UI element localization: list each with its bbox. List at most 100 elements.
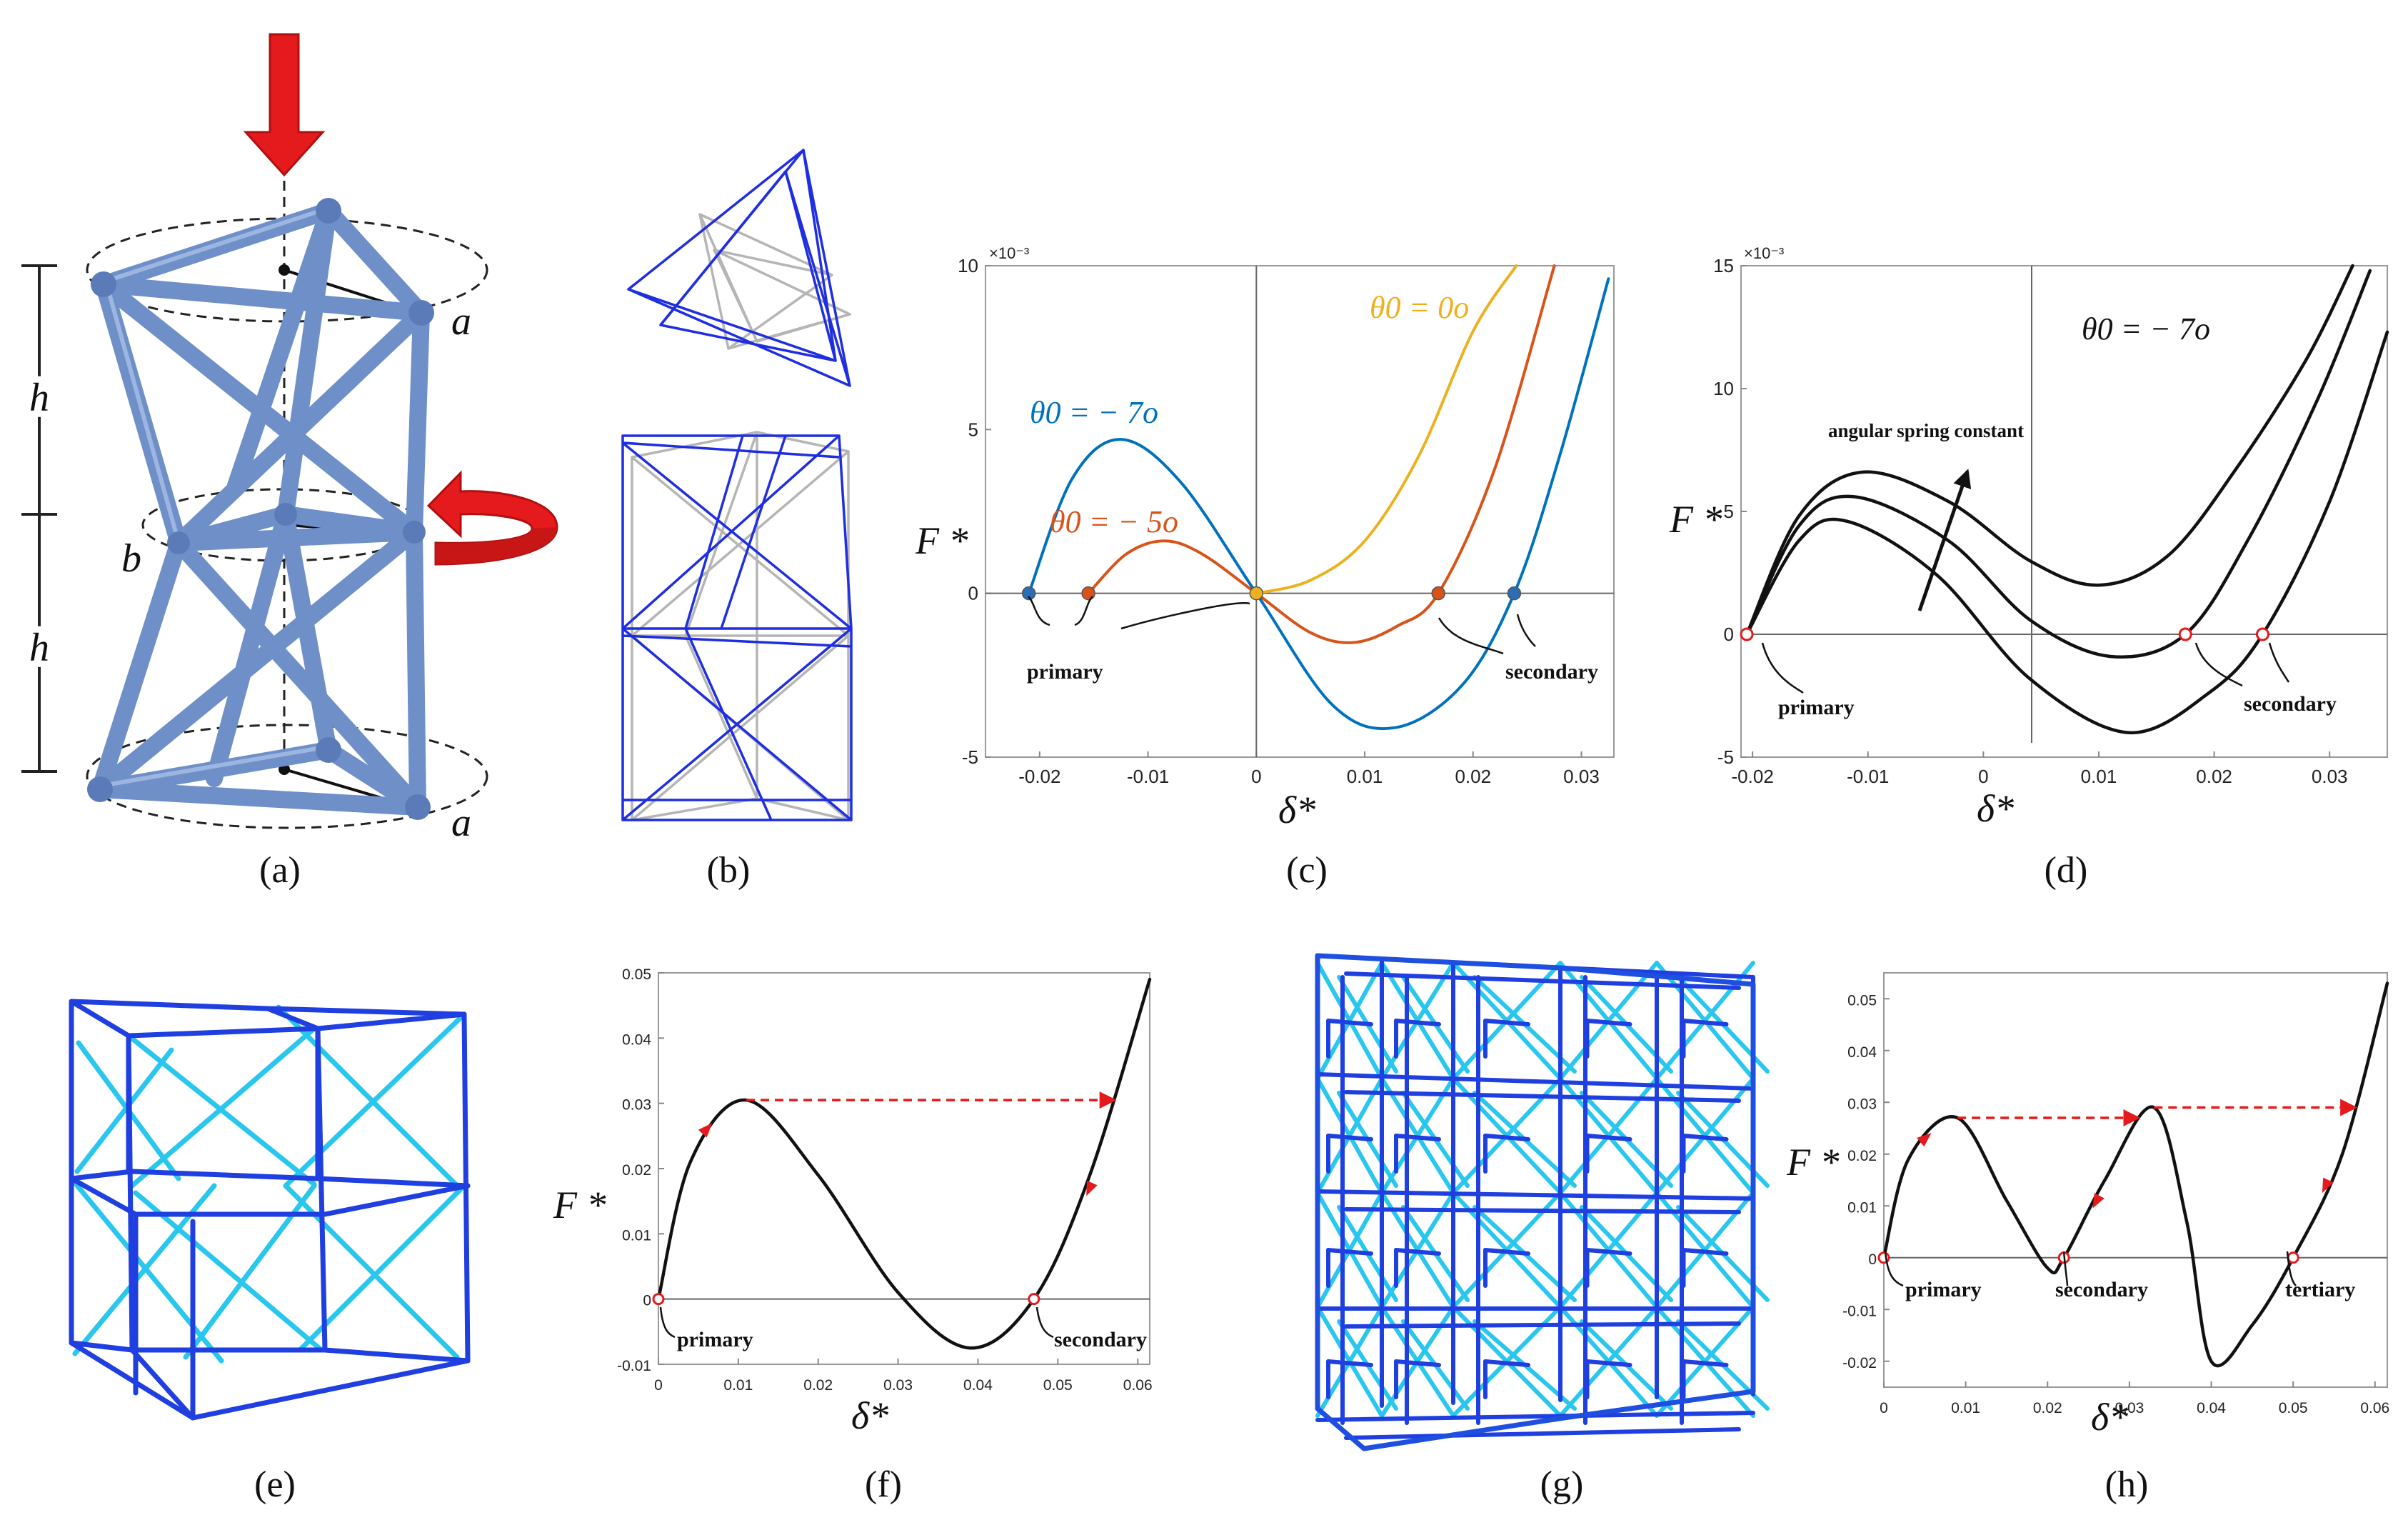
panel-a-lattice-cell: h h xyxy=(21,33,558,845)
tertiary-callout xyxy=(2286,1251,2297,1286)
annotation-secondary: secondary xyxy=(2055,1278,2148,1301)
y-tick-label: 10 xyxy=(958,255,978,276)
caption-d: (d) xyxy=(2045,850,2088,891)
panel-d-chart: ×10⁻³ -0.02 -0.01 0 0.01 0.02 0.03 -5 0 5 10 15 F … xyxy=(1669,244,2389,830)
side-view-reference xyxy=(631,431,850,821)
annotation-primary: primary xyxy=(677,1328,753,1351)
x-axis-label: δ* xyxy=(1977,787,2014,830)
x-axis-label: δ* xyxy=(2091,1396,2128,1439)
frame-strut xyxy=(1326,1019,1373,1026)
frame-strut xyxy=(1344,1207,1741,1214)
y-tick-label: 0.01 xyxy=(622,1227,651,1244)
top-view-deformed xyxy=(627,149,851,387)
y-exponent: ×10⁻³ xyxy=(1744,244,1784,262)
secondary-callout xyxy=(1438,614,1536,655)
y-tick-label: 0.01 xyxy=(1847,1199,1877,1216)
direction-arrow-icon xyxy=(2092,1193,2105,1209)
frame-strut xyxy=(1585,1019,1632,1026)
equilibrium-marker xyxy=(1249,586,1264,601)
series-label-7deg: θ0 = − 7o xyxy=(1030,395,1158,430)
label-a-top: a xyxy=(451,299,471,344)
series-line-0 xyxy=(1882,981,2389,1368)
annotation-primary: primary xyxy=(1778,696,1855,719)
panel-e-lattice xyxy=(69,999,471,1421)
x-tick-label: 0 xyxy=(1978,766,1988,787)
frame-strut xyxy=(1326,1134,1373,1141)
y-tick-label: 0 xyxy=(643,1293,651,1309)
y-tick-label: -0.01 xyxy=(1842,1303,1877,1319)
x-tick-label: 0.05 xyxy=(1043,1377,1073,1394)
x-tick-label: 0.01 xyxy=(1347,766,1383,787)
joints xyxy=(87,198,434,820)
direction-arrow-icon xyxy=(1086,1180,1098,1196)
x-tick-label: 0 xyxy=(654,1377,663,1394)
x-axis-label: δ* xyxy=(851,1394,888,1437)
label-h-lower: h xyxy=(29,626,49,670)
y-exponent: ×10⁻³ xyxy=(989,244,1029,262)
frame-strut xyxy=(1585,1248,1632,1256)
frame-strut xyxy=(1681,1359,1729,1367)
y-tick-label: 0.02 xyxy=(1847,1148,1877,1164)
x-tick-label: 0 xyxy=(1251,766,1261,787)
equilibrium-marker xyxy=(2178,627,2192,641)
secondary-callout xyxy=(1035,1306,1054,1339)
x-tick-label: -0.02 xyxy=(1732,766,1774,787)
rotation-arrow-icon xyxy=(426,470,558,566)
x-tick-label: -0.01 xyxy=(1847,766,1889,787)
series-label-0deg: θ0 = 0o xyxy=(1370,290,1469,325)
plot-frame xyxy=(1740,265,2388,758)
x-tick-label: 0.03 xyxy=(883,1377,913,1394)
y-tick-label: 0.03 xyxy=(622,1097,651,1114)
label-h-upper: h xyxy=(29,376,49,420)
caption-c: (c) xyxy=(1286,850,1328,891)
frame-strut xyxy=(1681,1134,1729,1141)
x-tick-label: 0.04 xyxy=(2197,1400,2226,1416)
frame-struts xyxy=(69,999,471,1421)
series-label-5deg: θ0 = − 5o xyxy=(1050,504,1178,539)
frame-strut xyxy=(1585,1359,1632,1367)
down-arrow-icon xyxy=(243,33,326,177)
x-tick-label: 0.03 xyxy=(2312,766,2348,787)
secondary-callout xyxy=(2194,642,2290,687)
equilibrium-marker xyxy=(1081,586,1095,601)
annotation-primary: primary xyxy=(1027,660,1103,684)
y-tick-label: 0.04 xyxy=(1847,1044,1877,1061)
y-tick-label: 0 xyxy=(968,583,978,604)
panel-f-chart: 0 0.01 0.02 0.03 0.04 0.05 0.06-0.0100.010.020… xyxy=(553,966,1153,1437)
panel-b-deformation xyxy=(621,149,853,821)
caption-g: (g) xyxy=(1540,1464,1584,1505)
x-tick-label: 0.01 xyxy=(2081,766,2117,787)
y-axis-label: F * xyxy=(915,519,968,562)
y-tick-label: -0.02 xyxy=(1842,1355,1877,1371)
frame-strut xyxy=(1483,1248,1530,1256)
frame-strut xyxy=(1344,971,1741,990)
label-b: b xyxy=(121,536,141,581)
x-tick-label: 0 xyxy=(1880,1400,1888,1416)
equilibrium-marker xyxy=(1740,627,1754,641)
frame-strut xyxy=(1394,1248,1441,1256)
outer-frame xyxy=(1315,953,1756,1451)
primary-callout xyxy=(1761,642,1804,694)
plot-frame xyxy=(1883,972,2388,1388)
x-tick-label: 0.04 xyxy=(963,1377,993,1394)
frame-strut xyxy=(1483,1019,1530,1026)
y-axis-label: F * xyxy=(1669,498,1722,541)
height-dimension xyxy=(21,264,57,773)
theta-label: θ0 = − 7o xyxy=(2082,311,2210,346)
frame-strut xyxy=(1585,1134,1632,1141)
x-tick-label: 0.02 xyxy=(803,1377,833,1394)
series-line-0 xyxy=(1745,264,2354,636)
panel-g-lattice-array xyxy=(1315,953,1770,1451)
plot-frame xyxy=(658,972,1150,1365)
frame-strut xyxy=(1344,1321,1741,1329)
frame-strut xyxy=(1344,1090,1741,1103)
annotation-secondary: secondary xyxy=(2244,692,2337,716)
y-tick-label: -5 xyxy=(962,746,978,768)
frame-strut xyxy=(1394,1134,1441,1141)
y-tick-label: 10 xyxy=(1713,378,1734,399)
equilibrium-marker xyxy=(652,1293,665,1306)
x-tick-label: 0.06 xyxy=(1123,1377,1153,1394)
y-tick-label: 0.05 xyxy=(622,966,651,983)
